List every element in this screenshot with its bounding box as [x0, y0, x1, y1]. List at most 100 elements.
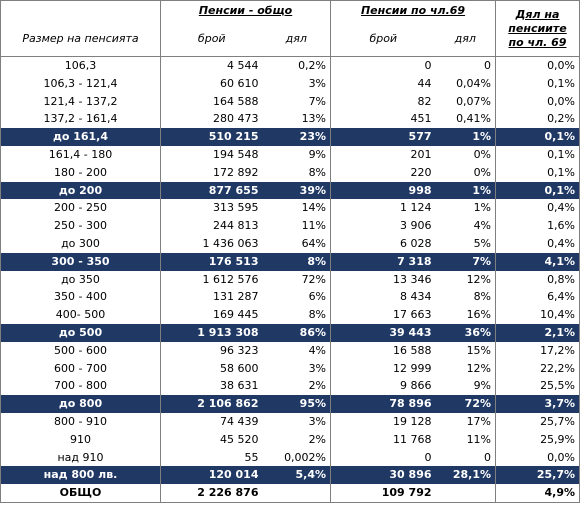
cell: 169 445 [160, 306, 263, 324]
cell: 39 443 [330, 323, 436, 342]
cell: 0,0% [495, 56, 580, 75]
cell: 0,0% [495, 92, 580, 111]
cell: 25,7% [495, 412, 580, 431]
cell: 23% [262, 128, 331, 146]
cell: 0,2% [298, 59, 327, 72]
cell [436, 484, 496, 502]
cell: 0,2% [495, 110, 580, 129]
row-label: ОБЩО [59, 486, 102, 500]
row-label: до 350 [61, 272, 100, 286]
cell: 877 655 [160, 181, 263, 200]
cell: 14% [301, 201, 327, 215]
header-row: Размер на пенсията брой дял брой дял [0, 21, 580, 57]
cell [263, 484, 331, 502]
row-label: 800 - 910 [54, 414, 107, 428]
row-label: 106,3 - 121,4 [43, 76, 118, 90]
header-cell [1, 1, 161, 22]
cell: 11 768 [330, 430, 436, 449]
cell: 55 [160, 448, 263, 467]
cell: 8 434 [330, 288, 436, 307]
cell: 0,1% [495, 128, 580, 146]
table-row: 121,4 - 137,2 164 588 7% 82 0,07% 0,0% [1, 92, 580, 111]
row-label: до 161,4 [0, 128, 161, 146]
cell: 4 544 [160, 56, 263, 75]
cell: 176 513 [160, 252, 263, 271]
table-row: 600 - 700 58 600 3% 12 999 12% 22,2% [1, 359, 580, 378]
table-row: 250 - 300 244 813 11% 3 906 4% 1,6% [1, 217, 580, 235]
cell: 44 [330, 74, 436, 93]
row-label: 200 - 250 [54, 201, 107, 215]
column-header: дял [435, 21, 496, 57]
cell: 7 318 [330, 252, 436, 271]
cell: 0,1% [495, 181, 580, 200]
row-label: 700 - 800 [54, 379, 107, 393]
cell: 7% [435, 252, 496, 271]
cell: 0 [330, 56, 436, 75]
row-label: 600 - 700 [54, 361, 107, 375]
table-row: 400- 500 169 445 8% 17 663 16% 10,4% [1, 306, 580, 324]
cell: 0,1% [495, 74, 580, 93]
cell: 11% [466, 432, 492, 446]
cell: 0 [484, 450, 492, 464]
cell: 194 548 [160, 145, 263, 164]
cell: 0 [330, 448, 436, 467]
table-row: 106,3 - 121,4 60 610 3% 44 0,04% 0,1% [1, 74, 580, 93]
cell: 95% [262, 395, 331, 413]
cell: 451 [330, 110, 436, 129]
row-label: 500 - 600 [54, 343, 107, 357]
cell: 313 595 [160, 199, 263, 218]
table-row: до 350 1 612 576 72% 13 346 12% 0,8% [1, 270, 580, 289]
table-row: 161,4 - 180 194 548 9% 201 0% 0,1% [1, 145, 580, 164]
cell: 8% [308, 308, 327, 322]
cell: 16 588 [330, 341, 436, 360]
group-header: Пенсии по чл.69 [330, 0, 496, 21]
cell: 280 473 [160, 110, 263, 129]
row-label: 180 - 200 [54, 165, 107, 179]
table-row: до 200 877 655 39% 998 1% 0,1% [0, 181, 580, 200]
table-body: 106,3 4 544 0,2% 0 0 0,0% 106,3 - 121,4 60 610 3… [0, 56, 580, 503]
cell: 12% [466, 361, 492, 375]
row-label: 910 [70, 432, 91, 446]
row-label: 121,4 - 137,2 [43, 94, 118, 108]
cell: 5% [473, 236, 492, 250]
row-label: 400- 500 [55, 308, 106, 322]
cell: 0,1% [495, 163, 580, 182]
table-row: 910 45 520 2% 11 768 11% 25,9% [1, 430, 580, 449]
table-row: до 161,4 510 215 23% 577 1% 0,1% [0, 128, 580, 146]
cell: 45 520 [160, 430, 263, 449]
cell: 39% [262, 181, 331, 200]
cell: 8% [473, 290, 492, 304]
cell: 10,4% [495, 306, 580, 324]
cell: 0,8% [495, 270, 580, 289]
cell: 3% [308, 414, 327, 428]
cell: 1% [473, 201, 492, 215]
cell: 15% [466, 343, 492, 357]
row-label: 137,2 - 161,4 [43, 112, 118, 126]
table-row: до 800 2 106 862 95% 78 896 72% 3,7% [0, 395, 580, 413]
cell: 17 663 [330, 306, 436, 324]
cell: 78 896 [330, 395, 436, 413]
table-row: 300 - 350 176 513 8% 7 318 7% 4,1% [0, 252, 580, 271]
cell: 22,2% [495, 359, 580, 378]
cell: 96 323 [160, 341, 263, 360]
column-header: Размер на пенсията [0, 21, 161, 57]
table-row: 350 - 400 131 287 6% 8 434 8% 6,4% [1, 288, 580, 307]
cell: 58 600 [160, 359, 263, 378]
cell: 0% [473, 165, 492, 179]
cell: 0,1% [495, 145, 580, 164]
row-label: 161,4 - 180 [48, 147, 113, 161]
cell: 0,0% [495, 448, 580, 467]
cell: 2 106 862 [160, 395, 263, 413]
column-header: брой [330, 21, 436, 57]
table-row: 106,3 4 544 0,2% 0 0 0,0% [1, 56, 580, 75]
table-row: ОБЩО 2 226 876 109 792 4,9% [1, 484, 580, 503]
cell: 6 028 [330, 234, 436, 253]
cell: 2% [308, 432, 327, 446]
cell: 30 896 [330, 466, 436, 485]
cell: 0,04% [456, 76, 492, 90]
table-row: над 910 55 0,002% 0 0 0,0% [1, 448, 580, 467]
row-label: 106,3 [64, 59, 97, 72]
cell: 244 813 [160, 217, 263, 235]
